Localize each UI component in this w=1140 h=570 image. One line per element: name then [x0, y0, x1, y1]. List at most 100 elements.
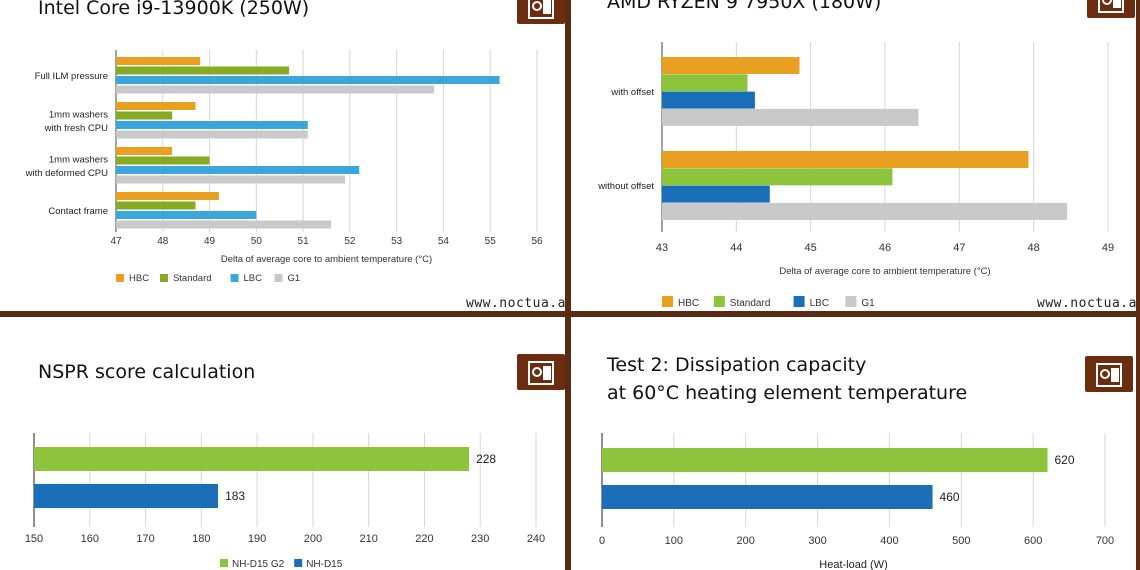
x-tick-label: 700	[1096, 535, 1114, 547]
bar	[116, 211, 257, 219]
data-label: 183	[225, 489, 245, 503]
x-tick-label: 500	[952, 535, 970, 547]
chart-title-line: Test 2: Dissipation capacity	[607, 354, 867, 376]
x-tick-label: 300	[808, 535, 826, 547]
data-label: 228	[476, 452, 496, 466]
legend-label: HBC	[678, 298, 699, 309]
category-label: 1mm washers	[49, 154, 108, 165]
website-url: www.noctua.at	[466, 296, 565, 311]
bar	[116, 111, 173, 120]
bar	[116, 220, 332, 229]
x-tick-label: 43	[656, 242, 668, 254]
bar	[116, 121, 308, 129]
chart-title: AMD RYZEN 9 7950X (180W)	[607, 0, 882, 13]
legend-label: G1	[861, 298, 875, 309]
bar	[116, 130, 308, 139]
chart-nspr: 150 160 170 180 190 200 210 220 230 240 228 183 NH-D…	[25, 433, 545, 570]
x-tick-label: 50	[251, 236, 263, 247]
bar	[602, 448, 1048, 472]
x-tick-label: 190	[248, 533, 266, 545]
chart-panel-nspr: NSPR score calculation 150 160 170 180 190 20…	[0, 317, 565, 570]
x-tick-label: 200	[304, 533, 322, 545]
category-label: with offset	[610, 87, 654, 98]
bar	[116, 85, 435, 94]
category-label: with deformed CPU	[25, 168, 109, 179]
bar	[602, 485, 933, 509]
x-tick-label: 220	[415, 533, 433, 545]
legend-swatch	[845, 296, 857, 307]
legend-label: NH-D15	[306, 559, 343, 570]
bar	[662, 91, 755, 109]
category-label: with fresh CPU	[44, 123, 108, 134]
x-tick-label: 47	[110, 236, 122, 247]
bar	[116, 57, 201, 65]
x-tick-label: 100	[665, 535, 683, 547]
legend-swatch	[662, 296, 673, 307]
x-tick-label: 230	[471, 533, 489, 545]
data-label: 620	[1055, 453, 1075, 467]
x-tick-label: 53	[391, 236, 403, 247]
noctua-logo-icon	[517, 354, 565, 390]
x-tick-label: 45	[805, 242, 817, 254]
x-tick-label: 400	[880, 535, 898, 547]
legend-swatch	[116, 274, 124, 282]
x-tick-label: 150	[25, 533, 43, 545]
bar	[116, 156, 210, 165]
chart-panel-intel: Intel Core i9-13900K (250W) 47 48 49 50 51 52…	[0, 0, 565, 311]
bar	[116, 201, 196, 210]
x-tick-label: 52	[344, 236, 356, 247]
bar	[116, 66, 290, 75]
bar	[662, 151, 1029, 168]
website-url: www.noctua.at	[1037, 296, 1136, 311]
category-label: Full ILM pressure	[35, 71, 108, 82]
chart-panel-dissipation: Test 2: Dissipation capacity at 60°C hea…	[571, 317, 1136, 570]
x-tick-label: 200	[737, 535, 755, 547]
chart-title: NSPR score calculation	[38, 361, 256, 383]
data-label: 460	[940, 490, 960, 504]
x-tick-label: 49	[204, 236, 216, 247]
x-tick-label: 44	[730, 242, 742, 254]
legend-label: LBC	[244, 273, 263, 284]
chart-title: Test 2: Dissipation capacity at 60°C hea…	[607, 351, 967, 407]
chart-title: Intel Core i9-13900K (250W)	[38, 0, 310, 19]
bar	[662, 202, 1068, 220]
chart-dissipation: 0 100 200 300 400 500 600 700 620 460 Heat-load (W…	[599, 433, 1114, 570]
category-label: 1mm washers	[49, 109, 108, 120]
x-tick-label: 51	[298, 236, 310, 247]
noctua-logo-icon	[1085, 356, 1133, 392]
bar	[34, 484, 219, 508]
legend-label: Standard	[730, 298, 771, 309]
x-tick-label: 170	[136, 533, 154, 545]
bar	[662, 185, 770, 203]
x-tick-label: 46	[879, 242, 891, 254]
x-tick-label: 49	[1102, 242, 1114, 254]
x-tick-label: 56	[531, 236, 543, 247]
bar	[116, 147, 173, 155]
legend-label: HBC	[129, 273, 149, 284]
chart-panel-amd: AMD RYZEN 9 7950X (180W) 43 44 45 46 47 48 49 w…	[571, 0, 1136, 311]
category-label: Contact frame	[48, 206, 108, 217]
x-tick-label: 0	[599, 535, 605, 547]
x-tick-label: 54	[438, 236, 450, 247]
legend-swatch	[713, 296, 725, 307]
x-tick-label: 210	[359, 533, 377, 545]
x-tick-label: 55	[485, 236, 497, 247]
category-label: without offset	[597, 181, 654, 192]
bar	[116, 76, 500, 84]
x-tick-label: 160	[81, 533, 99, 545]
bar	[116, 175, 346, 184]
legend-label: Standard	[173, 273, 212, 284]
noctua-logo-icon	[1087, 0, 1135, 18]
legend-swatch	[230, 274, 239, 282]
bar	[662, 57, 800, 74]
legend-swatch	[159, 274, 168, 282]
chart-intel: 47 48 49 50 51 52 53 54 55 56 Full ILM pressure 1mm…	[25, 50, 543, 284]
legend-label: G1	[287, 273, 300, 284]
x-axis-title: Delta of average core to ambient tempera…	[221, 254, 432, 265]
x-tick-label: 600	[1024, 535, 1042, 547]
bar	[662, 168, 893, 186]
x-tick-label: 180	[192, 533, 210, 545]
legend-swatch	[274, 274, 283, 282]
chart-title-line: at 60°C heating element temperature	[607, 382, 968, 404]
legend-swatch	[793, 296, 805, 307]
